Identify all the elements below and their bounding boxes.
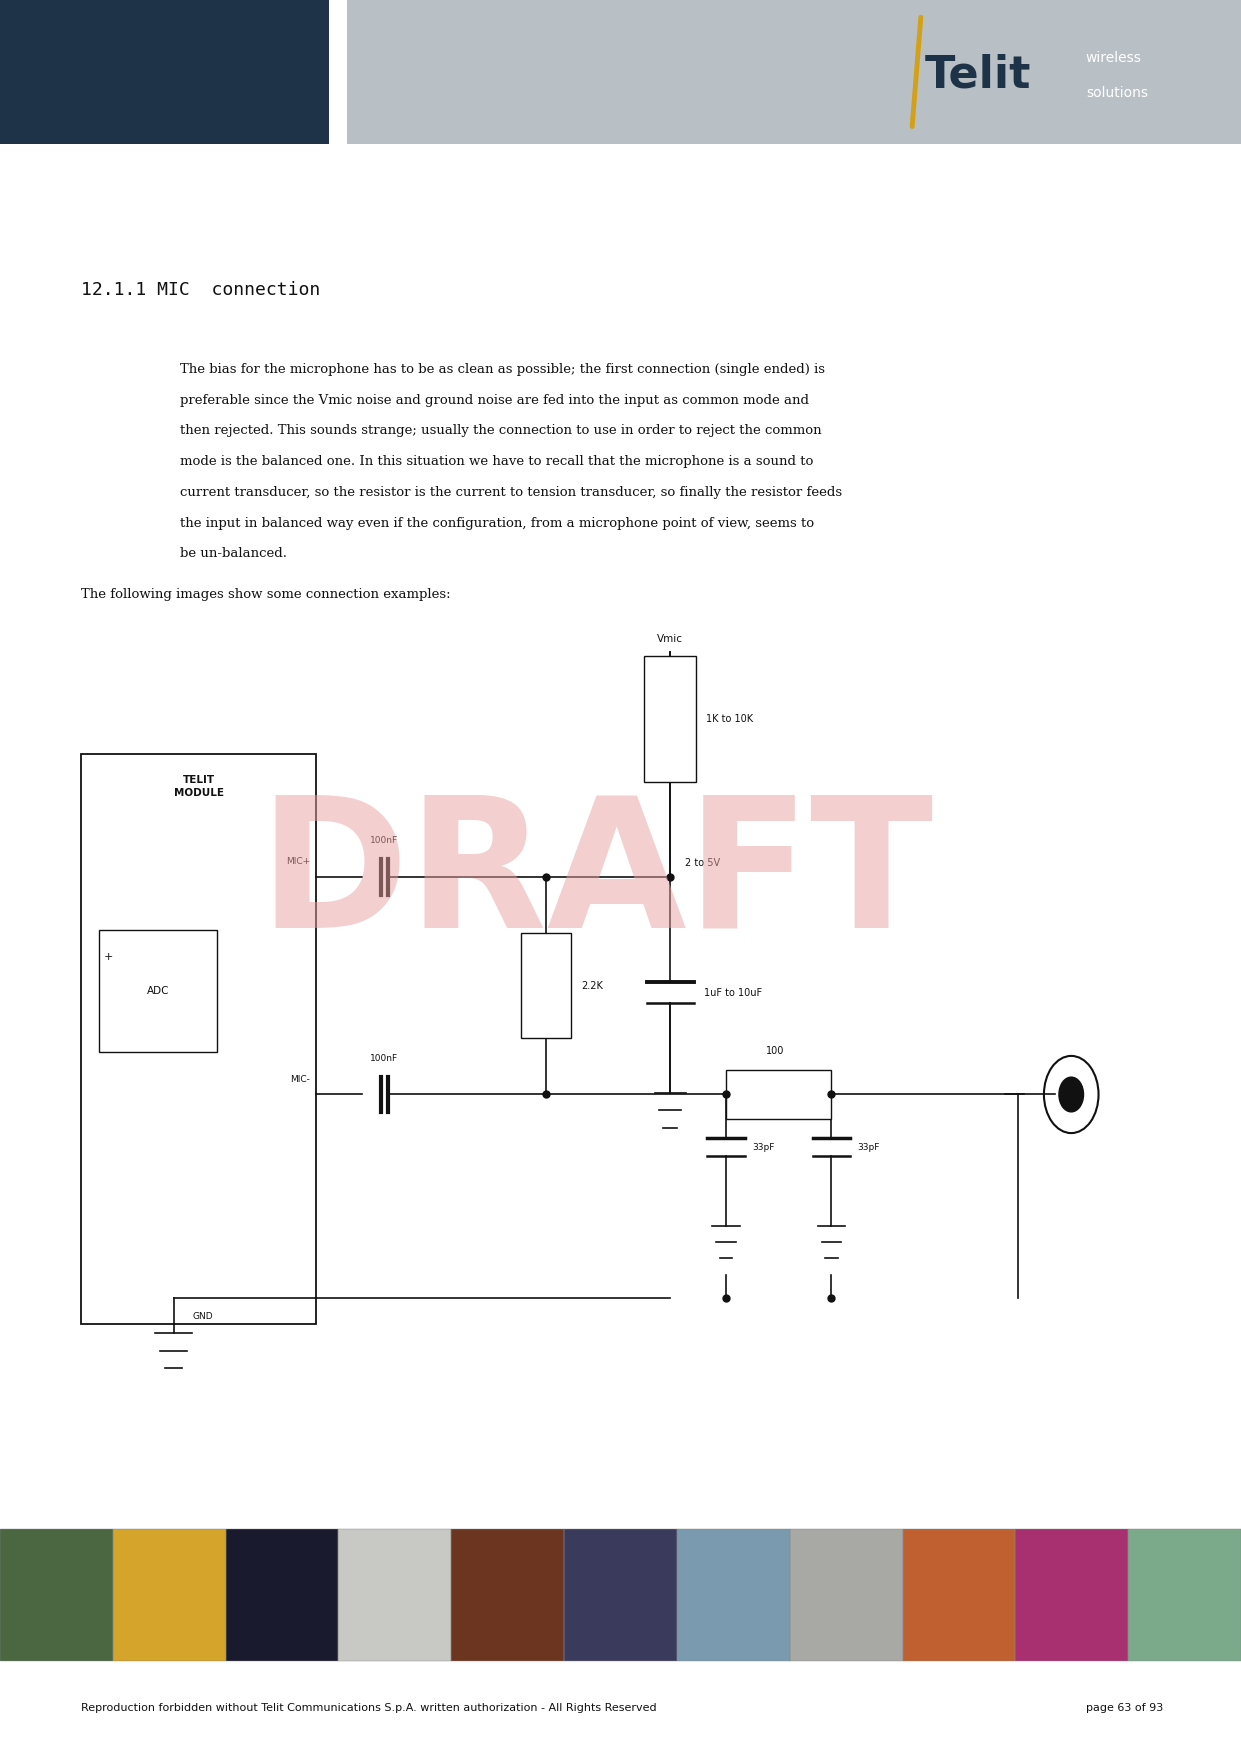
Text: 100: 100 (766, 1045, 784, 1056)
Text: DRAFT: DRAFT (258, 789, 933, 965)
Text: Reproduction forbidden without Telit Communications S.p.A. written authorization: Reproduction forbidden without Telit Com… (81, 1703, 656, 1714)
Text: ADC: ADC (146, 986, 170, 996)
Text: be un-balanced.: be un-balanced. (180, 547, 287, 560)
Bar (452, 1529, 565, 1661)
Bar (565, 1529, 676, 1661)
Text: solutions: solutions (1086, 86, 1148, 100)
Text: then rejected. This sounds strange; usually the connection to use in order to re: then rejected. This sounds strange; usua… (180, 424, 822, 437)
Text: GND: GND (192, 1312, 213, 1321)
Text: 1uF to 10uF: 1uF to 10uF (704, 988, 762, 998)
Text: the input in balanced way even if the configuration, from a microphone point of : the input in balanced way even if the co… (180, 516, 814, 530)
Text: 2.2K: 2.2K (581, 980, 603, 991)
Text: Telit: Telit (925, 53, 1031, 96)
Circle shape (1059, 1077, 1083, 1112)
Bar (339, 1529, 452, 1661)
Bar (0, 1529, 113, 1661)
Bar (347, 0, 1241, 144)
Bar (226, 1529, 339, 1661)
Bar (676, 1529, 789, 1661)
Text: The following images show some connection examples:: The following images show some connectio… (81, 588, 450, 600)
Bar (1128, 1529, 1241, 1661)
Text: 1K to 10K: 1K to 10K (706, 714, 753, 724)
Text: Vmic: Vmic (658, 633, 683, 644)
Bar (113, 1529, 226, 1661)
Bar (521, 933, 571, 1038)
Bar (226, 1529, 339, 1661)
Text: The bias for the microphone has to be as clean as possible; the first connection: The bias for the microphone has to be as… (180, 363, 825, 375)
Text: preferable since the Vmic noise and ground noise are fed into the input as commo: preferable since the Vmic noise and grou… (180, 393, 809, 407)
Bar (789, 1529, 902, 1661)
Bar (0, 1529, 113, 1661)
Bar (1015, 1529, 1128, 1661)
Bar (339, 1529, 452, 1661)
Bar (676, 1529, 789, 1661)
Text: current transducer, so the resistor is the current to tension transducer, so fin: current transducer, so the resistor is t… (180, 486, 843, 498)
Bar (99, 930, 217, 1052)
Bar (902, 1529, 1015, 1661)
Bar (789, 1529, 902, 1661)
Bar (1015, 1529, 1128, 1661)
Bar (113, 1529, 226, 1661)
Text: 33pF: 33pF (752, 1142, 774, 1152)
Bar (81, 754, 316, 1324)
Text: 100nF: 100nF (370, 837, 398, 845)
Text: 100nF: 100nF (370, 1054, 398, 1063)
Bar (565, 1529, 676, 1661)
Bar (452, 1529, 565, 1661)
Bar (726, 1070, 831, 1119)
Text: page 63 of 93: page 63 of 93 (1086, 1703, 1163, 1714)
Text: MIC-: MIC- (290, 1075, 310, 1084)
Text: 12.1.1 MIC  connection: 12.1.1 MIC connection (81, 281, 320, 298)
Text: 2 to 5V: 2 to 5V (685, 858, 720, 868)
Bar (329, 0, 347, 144)
Bar (0, 0, 329, 144)
Bar (644, 656, 696, 782)
Text: mode is the balanced one. In this situation we have to recall that the microphon: mode is the balanced one. In this situat… (180, 454, 813, 468)
Text: TELIT
MODULE: TELIT MODULE (174, 775, 223, 798)
Text: wireless: wireless (1086, 51, 1142, 65)
Text: 33pF: 33pF (858, 1142, 880, 1152)
Text: +: + (104, 952, 114, 961)
Text: MIC+: MIC+ (287, 858, 310, 866)
Bar (902, 1529, 1015, 1661)
Bar (1128, 1529, 1241, 1661)
